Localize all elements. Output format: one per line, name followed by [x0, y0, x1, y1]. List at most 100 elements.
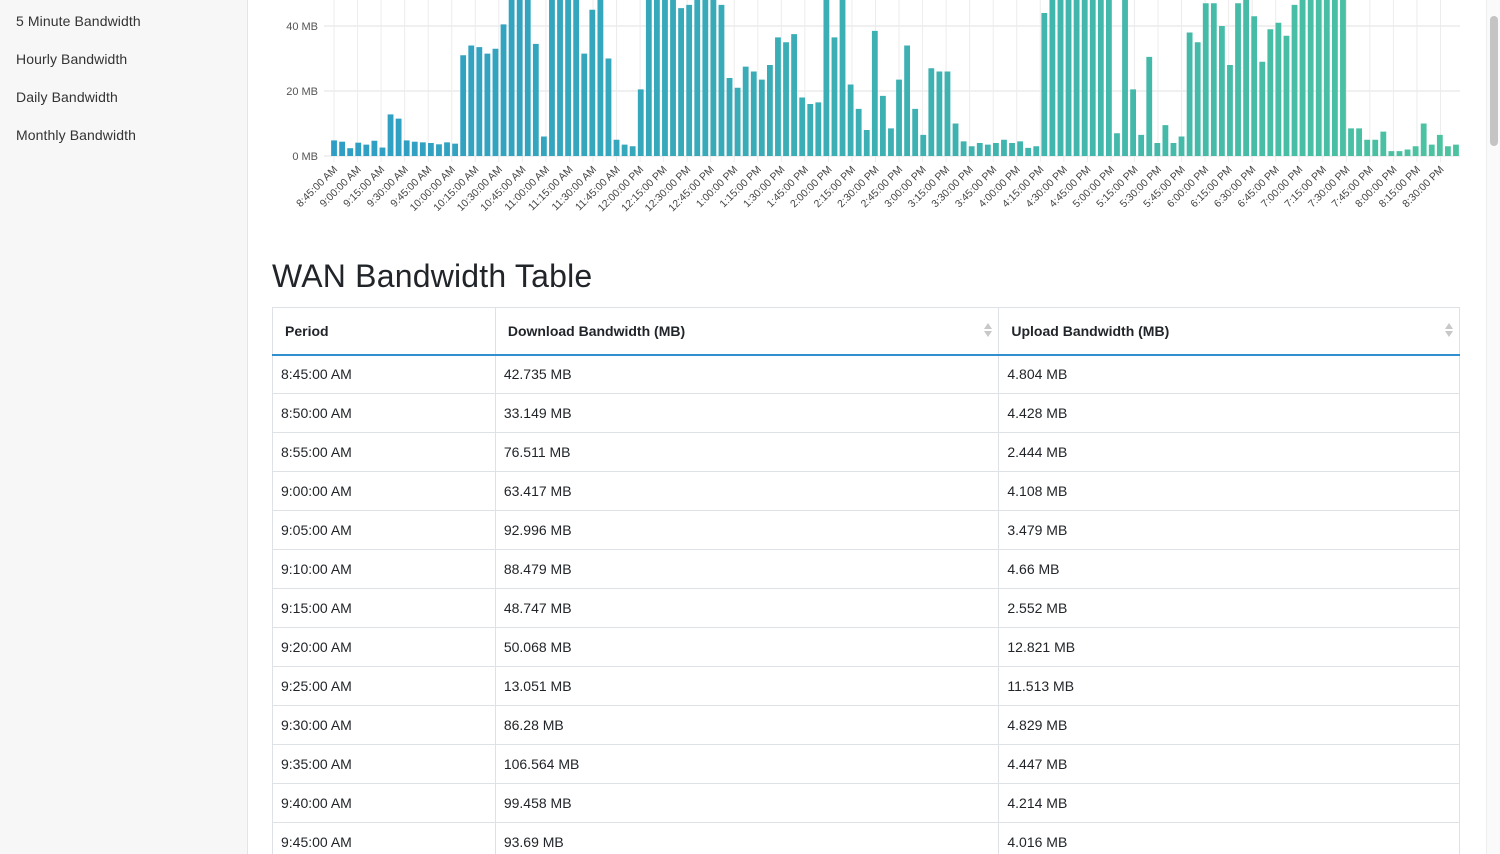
chart-bar [742, 66, 749, 156]
chart-bar [500, 24, 507, 156]
chart-bar [1210, 3, 1217, 156]
period-cell: 9:40:00 AM [272, 783, 496, 823]
table-header-row: Period Download Bandwidth (MB) Upload Ba… [272, 307, 1460, 356]
upload-cell: 12.821 MB [998, 627, 1460, 667]
chart-bar [1356, 128, 1363, 156]
chart-bar [1130, 89, 1137, 156]
chart-bar [1025, 147, 1032, 156]
chart-bar [863, 130, 870, 156]
chart-bar [403, 140, 410, 156]
period-cell: 9:45:00 AM [272, 822, 496, 854]
chart-bar [411, 141, 418, 156]
upload-cell: 4.016 MB [998, 822, 1460, 854]
sidebar-item-5-minute-bandwidth[interactable]: 5 Minute Bandwidth [16, 13, 141, 29]
chart-bar [879, 95, 886, 156]
chart-bar [1218, 26, 1225, 156]
chart-bar [662, 0, 668, 156]
chart-bar [1323, 0, 1330, 156]
chart-bar [1251, 16, 1258, 156]
sidebar-item-hourly-bandwidth[interactable]: Hourly Bandwidth [16, 51, 128, 67]
chart-bar [589, 9, 596, 156]
chart-bar [1041, 13, 1048, 156]
table-row: 9:20:00 AM 50.068 MB 12.821 MB [272, 627, 1460, 667]
sidebar-item-daily-bandwidth[interactable]: Daily Bandwidth [16, 89, 118, 105]
chart-bar [807, 104, 814, 156]
sort-icon[interactable] [984, 323, 993, 339]
chart-bar [1178, 136, 1185, 156]
period-cell: 8:55:00 AM [272, 432, 496, 472]
chart-bar [1009, 143, 1015, 156]
chart-bar [920, 134, 927, 156]
chart-bar [484, 53, 491, 156]
chart-bar [1170, 143, 1177, 156]
chart-bar [1436, 134, 1443, 156]
chart-bar [460, 55, 467, 156]
page-scrollbar[interactable] [1486, 0, 1500, 854]
chart-bar [718, 4, 725, 156]
chart-bar [549, 0, 555, 156]
period-cell: 9:05:00 AM [272, 510, 496, 550]
chart-bar [783, 42, 789, 156]
upload-cell: 11.513 MB [998, 666, 1460, 706]
chart-bar [1105, 0, 1112, 156]
chart-bar [637, 89, 644, 156]
chart-bar [1073, 0, 1080, 156]
chart-bar [1081, 0, 1088, 156]
upload-cell: 4.66 MB [998, 549, 1460, 589]
chart-bar [1057, 0, 1064, 156]
column-header-period[interactable]: Period [272, 307, 496, 356]
chart-bar [492, 48, 499, 156]
table-row: 9:45:00 AM 93.69 MB 4.016 MB [272, 822, 1460, 854]
scrollbar-thumb[interactable] [1490, 16, 1498, 146]
chart-bar [524, 0, 531, 156]
chart-bar [904, 45, 911, 156]
chart-bar [815, 102, 822, 156]
chart-bar [839, 0, 846, 156]
column-header-label: Period [285, 322, 329, 339]
download-cell: 33.149 MB [494, 393, 1000, 433]
download-cell: 106.564 MB [494, 744, 1000, 784]
chart-bar [799, 97, 806, 156]
sidebar-item-monthly-bandwidth[interactable]: Monthly Bandwidth [16, 127, 136, 143]
chart-bar [427, 143, 434, 156]
chart-bar [557, 0, 563, 156]
chart-bar [476, 47, 483, 156]
chart-x-axis: 8:45:00 AM9:00:00 AM9:15:00 AM9:30:00 AM… [294, 164, 1447, 215]
column-header-download[interactable]: Download Bandwidth (MB) [494, 307, 1000, 356]
table-row: 9:25:00 AM 13.051 MB 11.513 MB [272, 666, 1460, 706]
chart-bar [1364, 139, 1371, 156]
chart-bar [355, 142, 362, 156]
chart-bar [1275, 22, 1282, 156]
chart-bar [597, 0, 604, 156]
chart-bar [678, 8, 685, 156]
chart-bar [1227, 65, 1233, 156]
download-cell: 99.458 MB [494, 783, 1000, 823]
chart-bar [565, 0, 572, 156]
bandwidth-chart: 0 MB 20 MB 40 MB 8:45:00 AM9:00:00 AM9:15:… [286, 0, 1460, 215]
table-row: 8:50:00 AM 33.149 MB 4.428 MB [272, 393, 1460, 433]
chart-bar [888, 128, 894, 156]
chart-bar [1154, 143, 1161, 156]
chart-bar [1404, 149, 1411, 156]
chart-bar [775, 37, 781, 156]
chart-bar [702, 0, 709, 156]
chart-bar [1033, 146, 1040, 156]
chart-bar [1315, 0, 1322, 156]
chart-bar [1235, 3, 1241, 156]
period-cell: 8:50:00 AM [272, 393, 496, 433]
chart-bar [387, 114, 394, 156]
column-header-upload[interactable]: Upload Bandwidth (MB) [998, 307, 1460, 356]
chart-bar [1307, 0, 1314, 156]
sort-icon[interactable] [1445, 323, 1453, 339]
chart-bar [1444, 146, 1451, 156]
chart-bar [1291, 4, 1298, 156]
chart-bar [605, 58, 612, 156]
chart-bar [976, 143, 983, 156]
download-cell: 88.479 MB [494, 549, 1000, 589]
chart-bar [347, 148, 354, 156]
chart-bar [823, 0, 830, 156]
chart-bar [581, 53, 588, 156]
period-cell: 9:15:00 AM [272, 588, 496, 628]
chart-bar [686, 4, 693, 156]
chart-bar [1122, 0, 1128, 156]
